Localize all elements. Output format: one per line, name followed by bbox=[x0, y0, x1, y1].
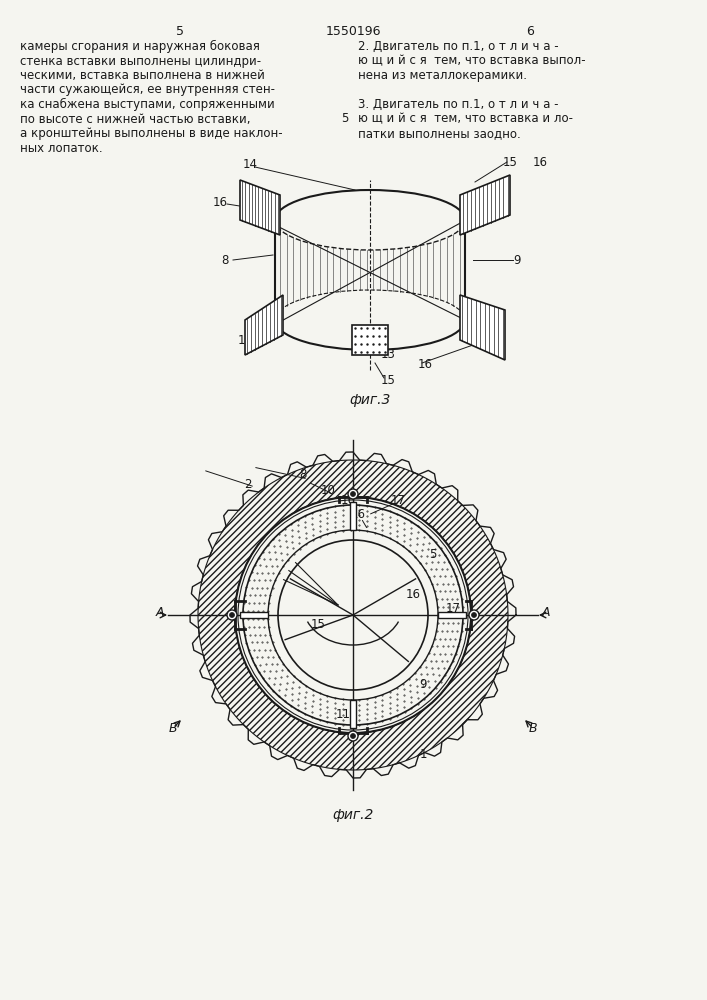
Text: A: A bbox=[542, 605, 550, 618]
Bar bbox=[240, 612, 268, 618]
Circle shape bbox=[472, 612, 477, 617]
Text: 9: 9 bbox=[513, 253, 521, 266]
Text: камеры сгорания и наружная боковая: камеры сгорания и наружная боковая bbox=[20, 40, 260, 53]
Polygon shape bbox=[245, 295, 283, 355]
Text: A: A bbox=[156, 605, 164, 618]
Text: 17: 17 bbox=[445, 601, 460, 614]
Bar bbox=[438, 612, 466, 618]
Text: 9: 9 bbox=[419, 678, 427, 692]
Text: 15: 15 bbox=[310, 618, 325, 632]
Text: 15: 15 bbox=[503, 155, 518, 168]
Text: ных лопаток.: ных лопаток. bbox=[20, 141, 103, 154]
Circle shape bbox=[348, 731, 358, 741]
Text: 1: 1 bbox=[419, 748, 427, 762]
Bar bbox=[352, 325, 388, 355]
Polygon shape bbox=[460, 295, 505, 360]
Text: фиг.3: фиг.3 bbox=[349, 393, 391, 407]
Polygon shape bbox=[460, 175, 510, 235]
Text: 16: 16 bbox=[406, 588, 421, 601]
Text: 6: 6 bbox=[526, 25, 534, 38]
Text: 3. Двигатель по п.1, о т л и ч а -: 3. Двигатель по п.1, о т л и ч а - bbox=[358, 98, 559, 111]
Text: ка снабжена выступами, сопряженными: ка снабжена выступами, сопряженными bbox=[20, 98, 275, 111]
Text: по высоте с нижней частью вставки,: по высоте с нижней частью вставки, bbox=[20, 112, 250, 125]
Text: ческими, вставка выполнена в нижней: ческими, вставка выполнена в нижней bbox=[20, 69, 265, 82]
Text: 16: 16 bbox=[351, 508, 366, 522]
Text: B: B bbox=[529, 722, 537, 734]
Text: ю щ и й с я  тем, что вставка и ло-: ю щ и й с я тем, что вставка и ло- bbox=[358, 112, 573, 125]
Text: 16: 16 bbox=[213, 196, 228, 210]
Text: 15: 15 bbox=[238, 334, 252, 347]
Circle shape bbox=[227, 610, 237, 620]
Text: 11: 11 bbox=[336, 708, 351, 722]
Text: 5: 5 bbox=[429, 548, 437, 562]
Text: патки выполнены заодно.: патки выполнены заодно. bbox=[358, 127, 521, 140]
Circle shape bbox=[469, 610, 479, 620]
Text: 1550196: 1550196 bbox=[325, 25, 381, 38]
Text: 8: 8 bbox=[221, 253, 228, 266]
Text: фиг.2: фиг.2 bbox=[332, 808, 374, 822]
Circle shape bbox=[351, 734, 356, 738]
Text: 2. Двигатель по п.1, о т л и ч а -: 2. Двигатель по п.1, о т л и ч а - bbox=[358, 40, 559, 53]
Text: 10: 10 bbox=[320, 484, 335, 496]
Text: ю щ и й с я  тем, что вставка выпол-: ю щ и й с я тем, что вставка выпол- bbox=[358, 54, 585, 68]
Circle shape bbox=[230, 612, 235, 617]
Text: B: B bbox=[169, 722, 177, 734]
Text: нена из металлокерамики.: нена из металлокерамики. bbox=[358, 69, 527, 82]
Bar bbox=[350, 700, 356, 728]
Circle shape bbox=[348, 489, 358, 499]
Text: 8: 8 bbox=[299, 468, 307, 482]
Text: 14: 14 bbox=[243, 158, 257, 172]
Circle shape bbox=[351, 491, 356, 496]
Text: 13: 13 bbox=[380, 349, 395, 361]
Text: 16: 16 bbox=[341, 493, 356, 506]
Text: стенка вставки выполнены цилиндри-: стенка вставки выполнены цилиндри- bbox=[20, 54, 261, 68]
Polygon shape bbox=[240, 180, 280, 235]
Text: 5: 5 bbox=[341, 112, 349, 125]
Text: 5: 5 bbox=[176, 25, 184, 38]
Text: 16: 16 bbox=[418, 359, 433, 371]
Text: а кронштейны выполнены в виде наклон-: а кронштейны выполнены в виде наклон- bbox=[20, 127, 283, 140]
Text: части сужающейся, ее внутренняя стен-: части сужающейся, ее внутренняя стен- bbox=[20, 84, 275, 97]
Text: 2: 2 bbox=[244, 479, 252, 491]
Bar bbox=[350, 502, 356, 530]
Text: 16: 16 bbox=[532, 155, 547, 168]
Text: 15: 15 bbox=[380, 373, 395, 386]
Text: 17: 17 bbox=[390, 493, 406, 506]
